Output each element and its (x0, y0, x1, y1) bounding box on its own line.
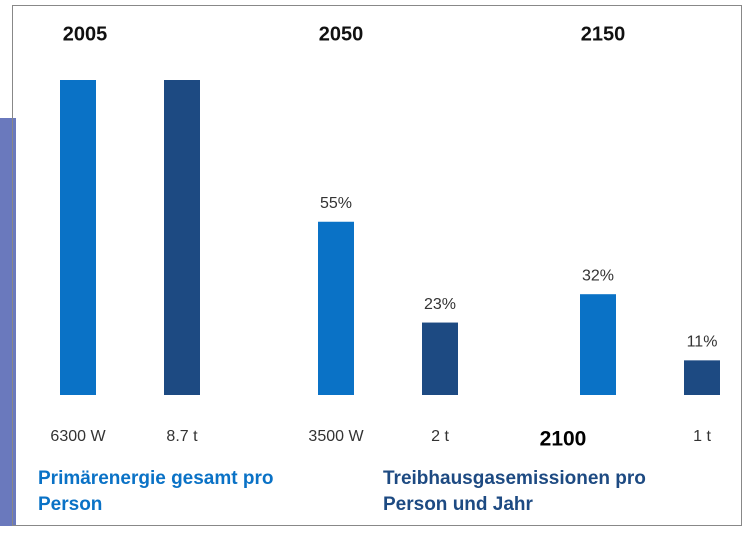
bar-label: 2 t (431, 428, 449, 445)
value-label: 11% (687, 334, 718, 351)
bar-label: 8.7 t (166, 428, 198, 445)
group-label: 2050 (319, 23, 364, 45)
bar (318, 221, 354, 395)
bar-label: 1 t (693, 428, 711, 445)
side-panel-edge (13, 118, 16, 525)
bar-label: 3500 W (308, 428, 364, 445)
value-label: 32% (582, 267, 614, 284)
bar (422, 322, 458, 395)
bar-label: 6300 W (50, 428, 106, 445)
value-label: 55% (320, 195, 352, 212)
legend-entry: Treibhausgasemissionen pro Person und Ja… (383, 468, 646, 515)
annotation: 2100 (540, 428, 587, 451)
bar (580, 294, 616, 395)
bar (684, 360, 720, 395)
value-label: 23% (424, 296, 456, 313)
group-label: 2005 (63, 23, 108, 45)
frame (12, 5, 742, 526)
legend-entry: Primärenergie gesamt pro Person (38, 468, 274, 515)
bar (164, 80, 200, 395)
group-label: 2150 (581, 23, 626, 45)
bar (60, 80, 96, 395)
